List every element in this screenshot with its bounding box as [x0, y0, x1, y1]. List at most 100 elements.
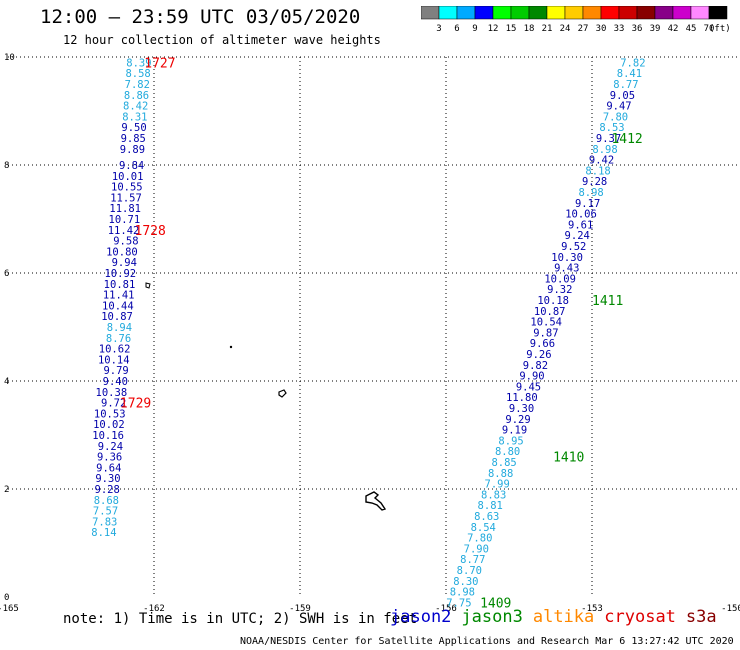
- swh-value-label: 9.94: [112, 257, 137, 269]
- legend-jason3: jason3: [461, 607, 523, 627]
- swh-value-label: 10.62: [99, 344, 131, 356]
- swh-value-label: 8.83: [481, 489, 506, 501]
- swh-value-label: 7.99: [485, 479, 510, 491]
- swh-value-label: 8.80: [495, 446, 520, 458]
- island-shape: [229, 345, 233, 349]
- colorbar-label: 36: [632, 24, 643, 34]
- legend-jason2: jason2: [390, 607, 452, 627]
- swh-value-label: 8.30: [453, 576, 478, 588]
- swh-value-label: 10.53: [94, 408, 126, 420]
- pass-time-label: 1727: [144, 56, 175, 71]
- swh-value-label: 9.47: [606, 101, 631, 113]
- colorbar-label: 21: [542, 24, 553, 34]
- swh-value-label: 9.28: [582, 176, 607, 188]
- island-shape: [365, 491, 387, 511]
- swh-value-label: 9.32: [547, 284, 572, 296]
- swh-value-label: 10.55: [111, 182, 143, 194]
- swh-value-label: 9.52: [561, 241, 586, 253]
- swh-value-label: 10.81: [104, 279, 136, 291]
- swh-value-label: 10.87: [101, 311, 133, 323]
- swh-value-label: 11.81: [109, 203, 141, 215]
- swh-value-label: 9.79: [103, 365, 128, 377]
- swh-value-label: 8.94: [107, 322, 132, 334]
- swh-value-label: 9.24: [98, 441, 123, 453]
- swh-value-label: 9.36: [97, 452, 122, 464]
- swh-value-label: 9.66: [530, 338, 555, 350]
- colorbar-label: 33: [614, 24, 625, 34]
- y-tick-label: 10: [4, 53, 15, 63]
- footnote: note: 1) Time is in UTC; 2) SWH is in fe…: [63, 611, 418, 627]
- swh-value-label: 8.18: [585, 165, 610, 177]
- pass-time-label: 1412: [611, 132, 642, 147]
- colorbar-label: 27: [578, 24, 589, 34]
- swh-value-label: 9.30: [95, 473, 120, 485]
- satellite-legend: jason2 jason3 altika cryosat s3a: [390, 607, 727, 627]
- x-tick-label: -159: [289, 604, 311, 614]
- swh-value-label: 10.18: [537, 295, 569, 307]
- pass-time-label: 1410: [553, 451, 584, 466]
- swh-value-label: 9.19: [502, 425, 527, 437]
- colorbar-label: 6: [454, 24, 459, 34]
- swh-value-label: 9.26: [526, 349, 551, 361]
- swh-value-label: 9.37: [596, 133, 621, 145]
- colorbar-swatch: [708, 6, 728, 20]
- swh-value-label: 7.75: [446, 597, 471, 609]
- island-outlines: [145, 282, 387, 511]
- swh-value-label: 7.82: [620, 57, 645, 69]
- swh-value-label: 9.72: [101, 398, 126, 410]
- swh-value-label: 8.58: [125, 68, 150, 80]
- swh-value-label: 11.80: [506, 392, 538, 404]
- x-tick-label: -150: [721, 604, 740, 614]
- swh-value-label: 8.98: [450, 587, 475, 599]
- swh-value-label: 9.05: [610, 90, 635, 102]
- track-jason3: 7.828.418.779.059.477.808.539.378.989.42…: [446, 57, 645, 611]
- y-tick-label: 8: [4, 161, 9, 171]
- swh-value-label: 10.44: [102, 300, 134, 312]
- swh-value-label: 8.95: [498, 435, 523, 447]
- swh-value-label: 10.30: [551, 252, 583, 264]
- swh-value-label: 8.77: [460, 554, 485, 566]
- chart-subtitle: 12 hour collection of altimeter wave hei…: [63, 33, 381, 47]
- colorbar-label: 15: [506, 24, 517, 34]
- swh-value-label: 9.24: [565, 230, 590, 242]
- swh-value-label: 9.84: [119, 160, 144, 172]
- swh-value-label: 9.28: [95, 484, 120, 496]
- colorbar-label: 18: [524, 24, 535, 34]
- swh-value-label: 8.39: [126, 57, 151, 69]
- swh-value-label: 9.40: [103, 376, 128, 388]
- swh-value-label: 8.81: [478, 500, 503, 512]
- legend-s3a: s3a: [685, 607, 717, 627]
- swh-value-label: 9.58: [113, 236, 138, 248]
- swh-value-label: 8.76: [106, 333, 131, 345]
- swh-value-label: 9.50: [121, 122, 146, 134]
- swh-value-label: 7.82: [125, 79, 150, 91]
- y-tick-label: 2: [4, 485, 9, 495]
- pass-time-label: 1728: [135, 224, 166, 239]
- swh-value-label: 11.42: [108, 225, 140, 237]
- swh-value-label: 8.31: [122, 111, 147, 123]
- y-tick-label: 6: [4, 269, 9, 279]
- island-shape: [145, 282, 151, 289]
- swh-value-label: 8.85: [491, 457, 516, 469]
- swh-value-label: 9.30: [509, 403, 534, 415]
- grid-lines: [8, 56, 738, 597]
- y-tick-label: 0: [4, 593, 9, 603]
- swh-value-label: 9.85: [121, 133, 146, 145]
- colorbar-label: 30: [596, 24, 607, 34]
- swh-value-label: 9.82: [523, 360, 548, 372]
- swh-value-label: 8.14: [91, 527, 116, 539]
- altimeter-tracks: 8.398.587.828.868.428.319.509.859.899.84…: [91, 56, 645, 611]
- swh-value-label: 10.02: [93, 419, 125, 431]
- colorbar-label: 9: [472, 24, 477, 34]
- swh-value-label: 10.16: [92, 430, 124, 442]
- swh-value-label: 9.87: [533, 327, 558, 339]
- swh-value-label: 8.68: [94, 495, 119, 507]
- swh-value-label: 9.45: [516, 381, 541, 393]
- colorbar-unit: (ft): [709, 24, 731, 34]
- x-tick-label: -153: [581, 604, 603, 614]
- swh-value-label: 8.98: [592, 144, 617, 156]
- swh-value-label: 8.54: [471, 522, 496, 534]
- swh-value-label: 8.98: [578, 187, 603, 199]
- pass-time-label: 1729: [120, 397, 151, 412]
